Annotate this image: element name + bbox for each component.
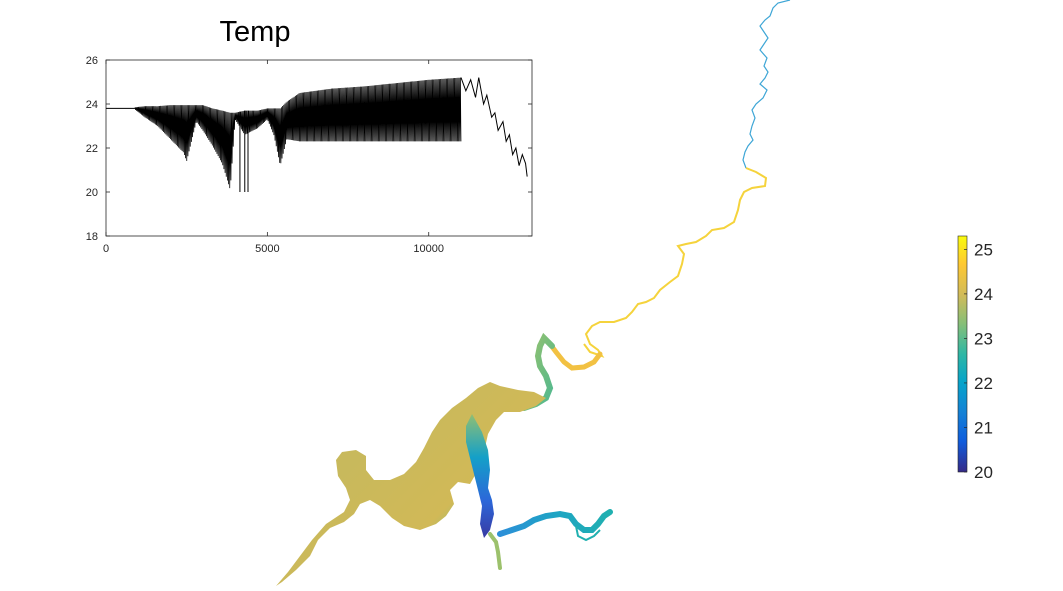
colorbar: 20 21 22 23 24 25 [957,235,993,482]
y-tick-label: 22 [86,143,98,155]
y-tick-label: 26 [86,55,98,67]
temperature-timeseries-chart: Temp 18 20 22 24 26 0 5000 10000 [86,16,533,255]
y-tick-label: 20 [86,187,98,199]
colorbar-tick-label: 25 [974,240,993,259]
river-segment-east-tributary [497,509,613,537]
colorbar-tick-label: 22 [974,374,993,393]
series-tail [460,77,528,177]
y-tick-label: 24 [86,99,98,111]
river-segment-east-tributary-tail [575,525,601,542]
x-tick-label: 10000 [413,243,444,255]
x-tick-label: 0 [103,243,109,255]
chart-title: Temp [220,16,291,48]
colorbar-ticks: 20 21 22 23 24 25 [964,240,993,482]
colorbar-tick-label: 20 [974,463,993,482]
colorbar-gradient [957,235,968,473]
river-segment-upper [742,0,791,169]
y-axis: 18 20 22 24 26 [86,55,532,243]
series-oscillation [134,77,462,189]
lake-east-arm [466,414,494,538]
x-tick-label: 5000 [255,243,279,255]
river-temperature-map [276,0,791,586]
river-segment-southwest [488,532,502,570]
river-segment-orange-bend [547,341,603,371]
lake-body [276,382,546,586]
colorbar-tick-label: 21 [974,418,993,437]
colorbar-tick-label: 23 [974,329,993,348]
temperature-series [106,77,528,192]
river-segment-yellow-reach [583,167,768,358]
y-tick-label: 18 [86,231,98,243]
colorbar-tick-label: 24 [974,285,993,304]
plot-background [105,59,533,237]
x-axis: 0 5000 10000 [103,60,444,255]
